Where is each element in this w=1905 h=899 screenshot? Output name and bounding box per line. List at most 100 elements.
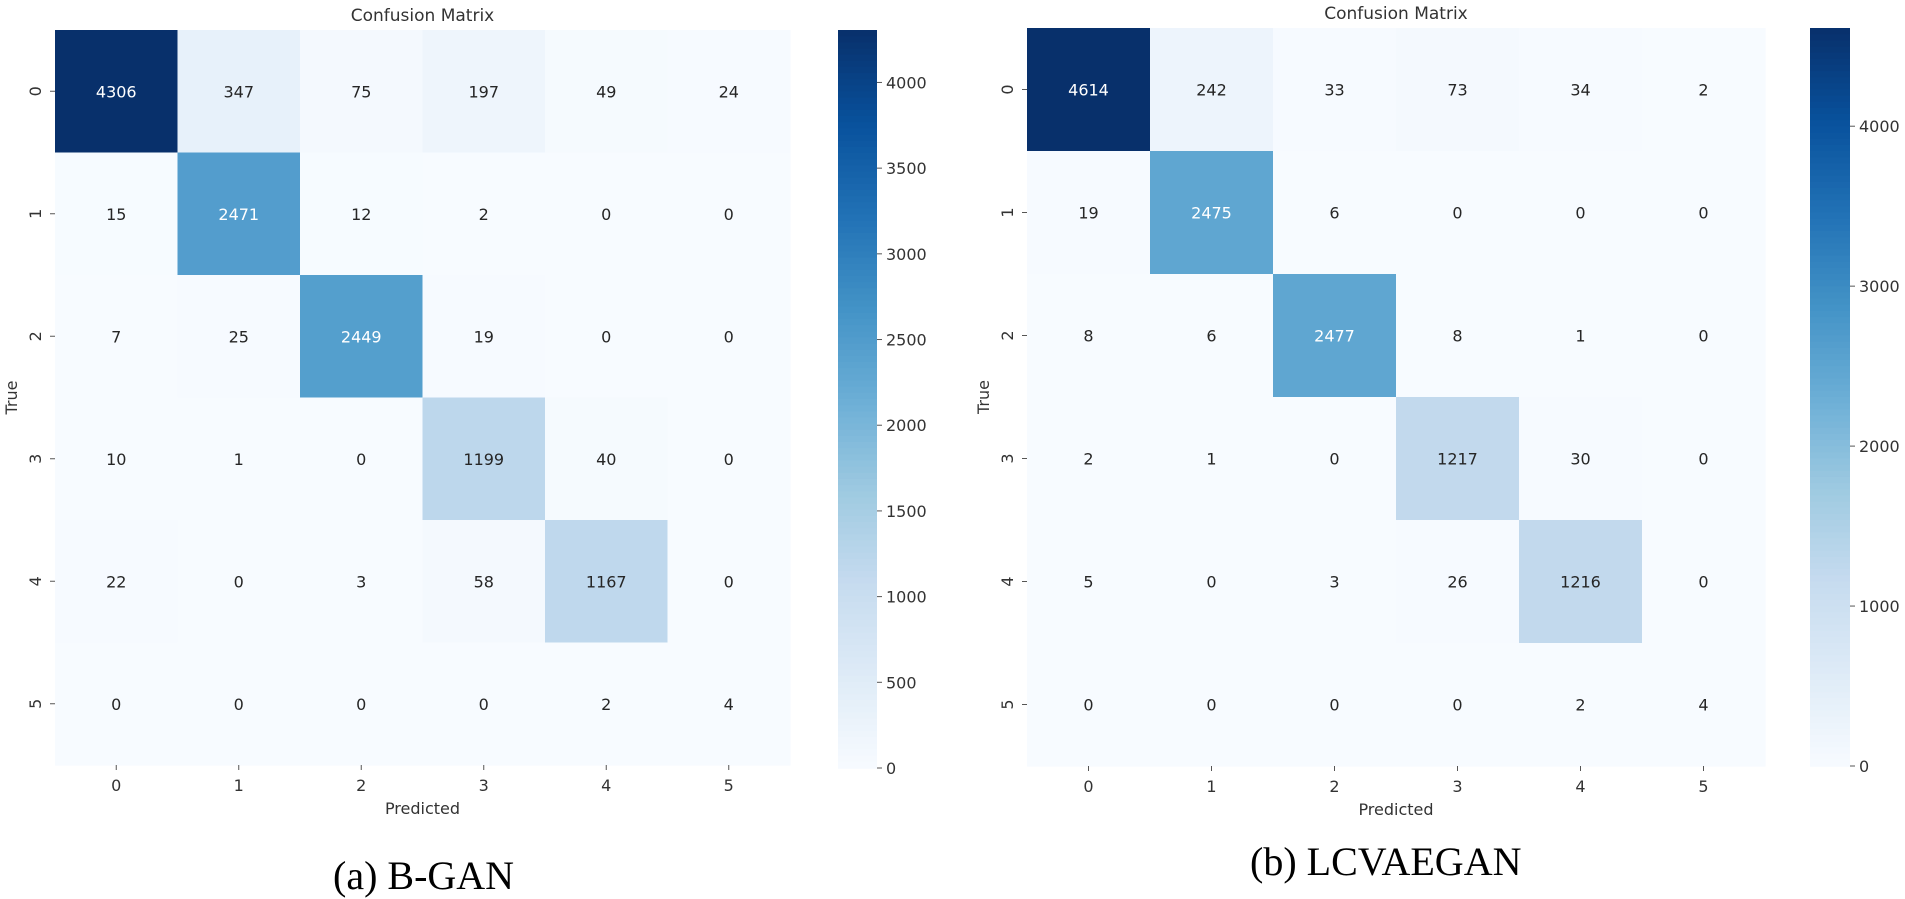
cell-value: 1217 — [1437, 450, 1478, 469]
colorbar-segment — [838, 337, 877, 345]
colorbar-segment — [838, 159, 877, 167]
heatmap-cell — [1150, 520, 1274, 644]
cell-value: 19 — [1078, 204, 1098, 223]
cell-value: 24 — [719, 82, 739, 101]
colorbar-segment — [1810, 673, 1850, 681]
colorbar-segment — [1810, 34, 1850, 42]
colorbar-segment — [838, 632, 877, 640]
heatmap-cell — [1150, 28, 1274, 152]
heatmap-cell — [1519, 28, 1643, 152]
heatmap-cell — [667, 152, 791, 276]
heatmap-cell — [545, 642, 669, 766]
colorbar-segment — [1810, 692, 1850, 700]
colorbar-segment — [1810, 292, 1850, 300]
heatmap-cell — [55, 152, 179, 276]
colorbar-segment — [1810, 747, 1850, 755]
cell-value: 0 — [479, 695, 489, 714]
heatmap-cell — [1150, 643, 1274, 767]
colorbar-segment — [1810, 107, 1850, 115]
colorbar-segment — [838, 718, 877, 726]
colorbar-segment — [838, 220, 877, 228]
colorbar-segment — [1810, 643, 1850, 650]
colorbar-segment — [838, 343, 877, 351]
colorbar-segment — [838, 565, 877, 572]
chart-title: Confusion Matrix — [1324, 4, 1468, 24]
heatmap-cell — [422, 397, 546, 521]
heatmap-cell — [545, 520, 669, 644]
colorbar-segment — [838, 282, 877, 290]
colorbar-segment — [1810, 169, 1850, 177]
x-tick-label: 3 — [479, 776, 489, 795]
x-tick-label: 0 — [1083, 777, 1093, 796]
colorbar-segment — [1810, 587, 1850, 595]
colorbar-segment — [1810, 433, 1850, 441]
colorbar-segment — [1810, 144, 1850, 152]
heatmap-cell — [422, 30, 546, 154]
x-tick-label: 1 — [234, 776, 244, 795]
colorbar-segment — [1810, 618, 1850, 626]
cell-value: 19 — [474, 327, 494, 346]
colorbar-segment — [1810, 286, 1850, 294]
cell-value: 0 — [1329, 696, 1339, 715]
colorbar-segment — [838, 300, 877, 308]
colorbar-segment — [838, 325, 877, 333]
colorbar-segment — [838, 472, 877, 480]
cell-value: 0 — [1575, 204, 1585, 223]
cell-value: 0 — [601, 205, 611, 224]
cell-value: 0 — [1698, 573, 1708, 592]
heatmap-cell — [1027, 520, 1151, 644]
cell-value: 75 — [351, 82, 371, 101]
colorbar-segment — [1810, 40, 1850, 48]
colorbar-segment — [838, 48, 877, 56]
colorbar-segment — [838, 411, 877, 419]
colorbar-segment — [1810, 243, 1850, 251]
heatmap-cell — [55, 30, 179, 154]
colorbar-segment — [838, 442, 877, 449]
colorbar-segment — [1810, 421, 1850, 429]
colorbar-segment — [838, 171, 877, 179]
colorbar-segment — [1810, 538, 1850, 546]
colorbar-segment — [1810, 636, 1850, 644]
colorbar-segment — [1810, 126, 1850, 134]
colorbar-segment — [1810, 151, 1850, 158]
colorbar-segment — [1810, 612, 1850, 620]
colorbar-segment — [1810, 581, 1850, 589]
colorbar-segment — [838, 749, 877, 757]
colorbar-segment — [1810, 526, 1850, 534]
heatmap-cell — [1519, 643, 1643, 767]
colorbar-segment — [838, 657, 877, 665]
colorbar-segment — [838, 134, 877, 142]
colorbar-segment — [838, 534, 877, 542]
x-tick-label: 0 — [111, 776, 121, 795]
y-tick-label: 5 — [26, 699, 45, 709]
colorbar-segment — [838, 626, 877, 634]
colorbar-segment — [838, 269, 877, 277]
heatmap-cell — [1396, 520, 1520, 644]
colorbar-segment — [1810, 187, 1850, 195]
colorbar-tick-label: 0 — [1859, 757, 1869, 776]
colorbar-segment — [838, 558, 877, 566]
colorbar-segment — [838, 79, 877, 87]
colorbar-segment — [1810, 77, 1850, 85]
colorbar-segment — [838, 724, 877, 732]
heatmap-cell — [1396, 643, 1520, 767]
colorbar-segment — [838, 380, 877, 388]
colorbar-segment — [1810, 384, 1850, 392]
colorbar-segment — [838, 208, 877, 216]
colorbar-segment — [838, 36, 877, 44]
colorbar-segment — [838, 423, 877, 431]
colorbar-segment — [1810, 458, 1850, 466]
heatmap-cell — [1396, 28, 1520, 152]
cell-value: 49 — [596, 82, 616, 101]
heatmap-cell — [1150, 397, 1274, 521]
colorbar-segment — [1810, 298, 1850, 306]
heatmap-cell — [1027, 28, 1151, 152]
colorbar-segment — [1810, 593, 1850, 601]
colorbar-segment — [1810, 630, 1850, 638]
heatmap-cell — [300, 275, 424, 399]
heatmap-cell — [667, 520, 791, 644]
cell-value: 26 — [1447, 573, 1467, 592]
colorbar-segment — [838, 362, 877, 370]
colorbar-segment — [838, 688, 877, 695]
colorbar-segment — [838, 620, 877, 628]
